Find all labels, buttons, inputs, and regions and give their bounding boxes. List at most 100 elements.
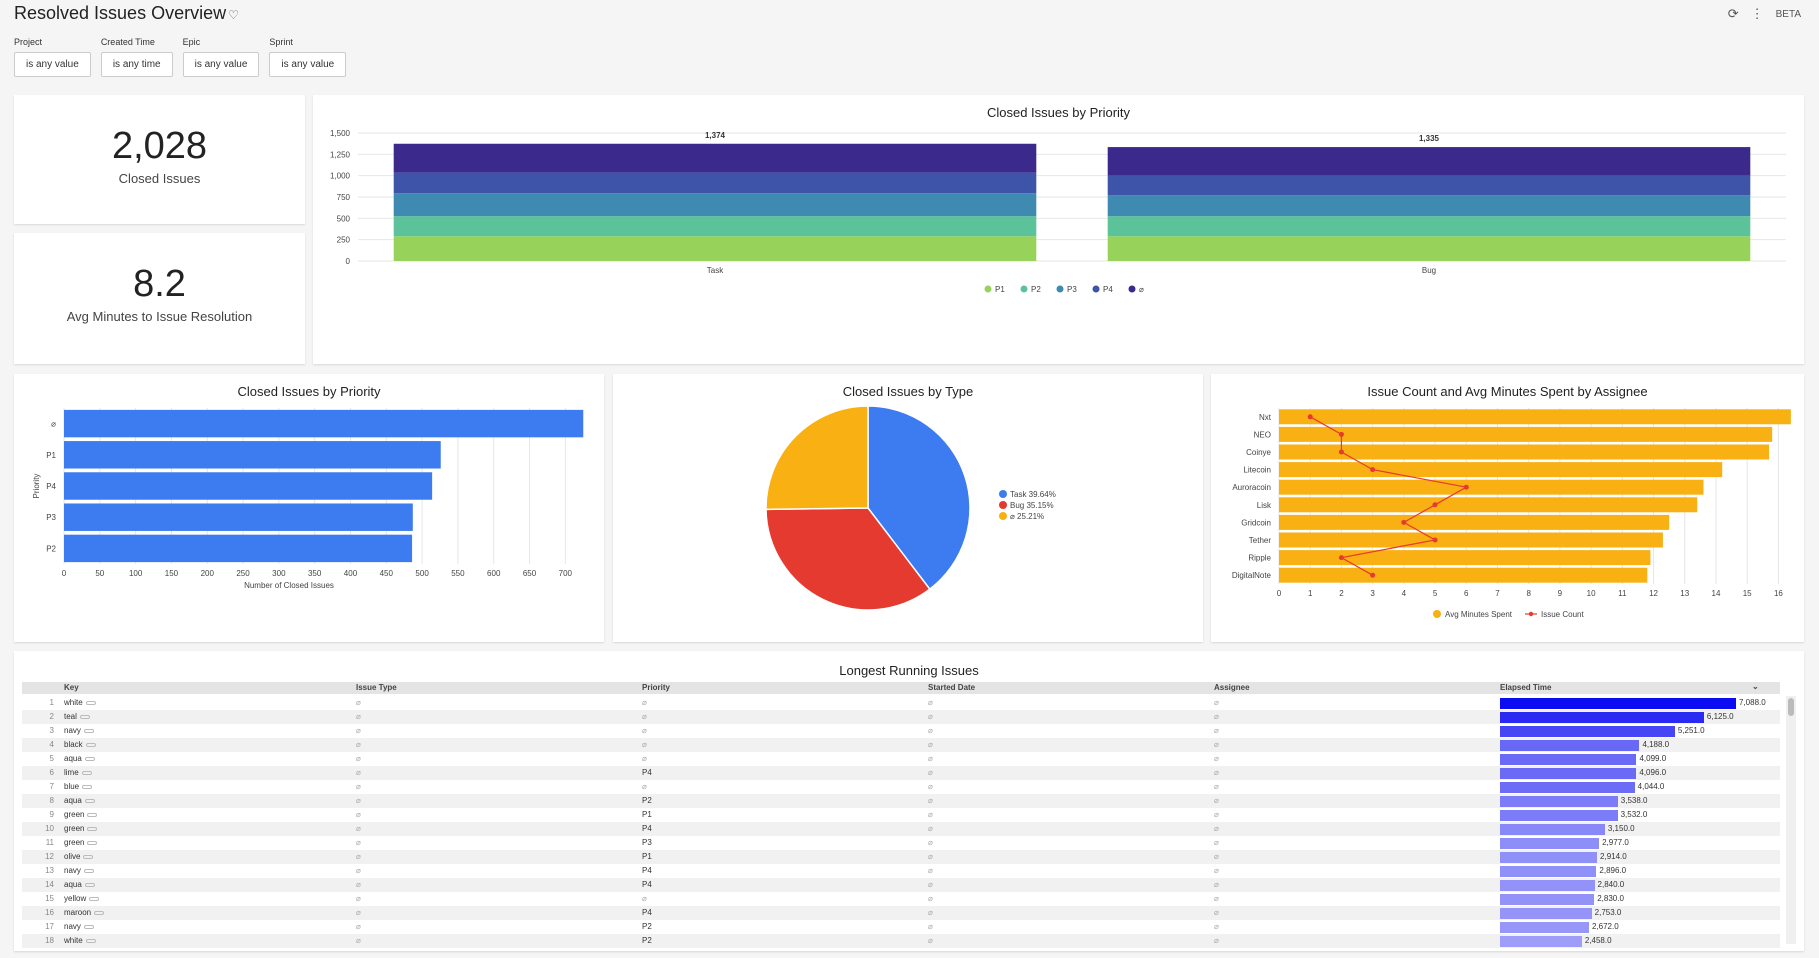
table-row[interactable]: 6 lime ⌀ P4 ⌀ ⌀ 4,096.0 — [22, 766, 1780, 780]
key-cell[interactable]: navy — [64, 922, 94, 931]
filter-epic-button[interactable]: is any value — [182, 52, 260, 77]
chart-title: Issue Count and Avg Minutes Spent by Ass… — [1367, 384, 1648, 399]
y-tick-label: 1,250 — [330, 150, 351, 159]
table-row[interactable]: 10 green ⌀ P4 ⌀ ⌀ 3,150.0 — [22, 822, 1780, 836]
key-cell[interactable]: white — [64, 936, 96, 945]
table-scrollbar[interactable] — [1786, 696, 1796, 944]
y-tick-label: Coinye — [1246, 448, 1271, 457]
started-date-cell: ⌀ — [928, 894, 933, 903]
elapsed-value: 2,458.0 — [1584, 936, 1612, 945]
col-assignee[interactable]: Assignee — [1214, 683, 1250, 692]
bar-segment-P3 — [1107, 195, 1751, 217]
priority-cell: ⌀ — [642, 740, 647, 749]
key-cell[interactable]: green — [64, 810, 98, 819]
key-cell[interactable]: teal — [64, 712, 90, 721]
key-cell[interactable]: navy — [64, 866, 94, 875]
y-tick-label: Ripple — [1248, 554, 1271, 563]
filter-created-time-button[interactable]: is any time — [100, 52, 173, 77]
table-row[interactable]: 5 aqua ⌀ ⌀ ⌀ ⌀ 4,099.0 — [22, 752, 1780, 766]
elapsed-bar — [1500, 712, 1704, 723]
assignee-chart-card: Issue Count and Avg Minutes Spent by Ass… — [1211, 374, 1804, 642]
table-header: Key Issue Type Priority Started Date Ass… — [22, 682, 1780, 694]
y-tick-label: 250 — [337, 236, 351, 245]
key-cell[interactable]: aqua — [64, 796, 95, 805]
table-row[interactable]: 14 aqua ⌀ P4 ⌀ ⌀ 2,840.0 — [22, 878, 1780, 892]
x-tick-label: 0 — [62, 569, 67, 578]
key-cell[interactable]: black — [64, 740, 96, 749]
x-tick-label: 6 — [1464, 589, 1469, 598]
col-priority[interactable]: Priority — [642, 683, 671, 692]
elapsed-value: 3,538.0 — [1620, 796, 1648, 805]
y-tick-label: 1,000 — [330, 172, 351, 181]
table-row[interactable]: 11 green ⌀ P3 ⌀ ⌀ 2,977.0 — [22, 836, 1780, 850]
legend-label: Task 39.64% — [1010, 490, 1056, 499]
x-tick-label: 650 — [523, 569, 537, 578]
assignee-cell: ⌀ — [1214, 754, 1219, 763]
col-key[interactable]: Key — [64, 683, 79, 692]
table-row[interactable]: 1 white ⌀ ⌀ ⌀ ⌀ 7,088.0 — [22, 696, 1780, 710]
x-tick-label: 250 — [236, 569, 250, 578]
table-row[interactable]: 13 navy ⌀ P4 ⌀ ⌀ 2,896.0 — [22, 864, 1780, 878]
table-row[interactable]: 16 maroon ⌀ P4 ⌀ ⌀ 2,753.0 — [22, 906, 1780, 920]
filter-sprint: Sprint is any value — [269, 37, 347, 77]
row-number: 8 — [49, 796, 54, 805]
scrollbar-thumb[interactable] — [1788, 698, 1794, 716]
x-tick-label: 16 — [1774, 589, 1783, 598]
avg-minutes-bar — [1279, 479, 1704, 495]
avg-minutes-bar — [1279, 514, 1670, 530]
key-cell[interactable]: aqua — [64, 880, 95, 889]
key-cell[interactable]: green — [64, 838, 98, 847]
started-date-cell: ⌀ — [928, 908, 933, 917]
issue-type-cell: ⌀ — [356, 754, 361, 763]
stacked-priority-chart-card: Closed Issues by Priority 0 250 500 750 1,00… — [313, 95, 1804, 364]
table-row[interactable]: 15 yellow ⌀ ⌀ ⌀ ⌀ 2,830.0 — [22, 892, 1780, 906]
key-cell[interactable]: aqua — [64, 754, 95, 763]
key-cell[interactable]: white — [64, 698, 96, 707]
key-cell[interactable]: navy — [64, 726, 94, 735]
table-row[interactable]: 7 blue ⌀ ⌀ ⌀ ⌀ 4,044.0 — [22, 780, 1780, 794]
table-row[interactable]: 8 aqua ⌀ P2 ⌀ ⌀ 3,538.0 — [22, 794, 1780, 808]
avg-minutes-bar — [1279, 497, 1698, 513]
key-cell[interactable]: yellow — [64, 894, 100, 903]
key-cell[interactable]: blue — [64, 782, 93, 791]
table-row[interactable]: 12 olive ⌀ P1 ⌀ ⌀ 2,914.0 — [22, 850, 1780, 864]
filter-sprint-button[interactable]: is any value — [269, 52, 347, 77]
heart-icon[interactable]: ♡ — [228, 8, 239, 22]
refresh-icon[interactable]: ⟳ — [1727, 6, 1739, 21]
filter-project-button[interactable]: is any value — [14, 52, 91, 77]
kpi-value: 8.2 — [133, 263, 186, 305]
col-started-date[interactable]: Started Date — [928, 683, 976, 692]
table-row[interactable]: 9 green ⌀ P1 ⌀ ⌀ 3,532.0 — [22, 808, 1780, 822]
priority-cell: ⌀ — [642, 754, 647, 763]
bar-segment-P4 — [393, 172, 1037, 194]
table-row[interactable]: 17 navy ⌀ P2 ⌀ ⌀ 2,672.0 — [22, 920, 1780, 934]
key-cell[interactable]: maroon — [64, 908, 105, 917]
assignee-cell: ⌀ — [1214, 866, 1219, 875]
x-tick-label: 8 — [1526, 589, 1531, 598]
issue-count-point — [1338, 449, 1344, 455]
col-issue-type[interactable]: Issue Type — [356, 683, 397, 692]
key-cell[interactable]: olive — [64, 852, 94, 861]
issue-type-cell: ⌀ — [356, 768, 361, 777]
key-cell[interactable]: green — [64, 824, 98, 833]
x-tick-label: 3 — [1370, 589, 1375, 598]
table-row[interactable]: 3 navy ⌀ ⌀ ⌀ ⌀ 5,251.0 — [22, 724, 1780, 738]
col-elapsed-time[interactable]: Elapsed Time — [1500, 683, 1552, 692]
issue-count-point — [1432, 502, 1438, 508]
priority-cell: ⌀ — [642, 782, 647, 791]
legend-label: P2 — [1031, 285, 1041, 294]
priority-bar — [64, 534, 413, 563]
started-date-cell: ⌀ — [928, 754, 933, 763]
key-cell[interactable]: lime — [64, 768, 92, 777]
table-row[interactable]: 18 white ⌀ P2 ⌀ ⌀ 2,458.0 — [22, 934, 1780, 948]
pie-chart: Task 39.64% Bug 35.15% ⌀ 25.21% — [765, 405, 1056, 611]
issue-type-cell: ⌀ — [356, 698, 361, 707]
table-row[interactable]: 4 black ⌀ ⌀ ⌀ ⌀ 4,188.0 — [22, 738, 1780, 752]
y-tick-label: 750 — [337, 193, 351, 202]
kpi-label: Avg Minutes to Issue Resolution — [66, 309, 253, 324]
tag-icon — [84, 756, 95, 761]
more-vertical-icon[interactable]: ⋮ — [1750, 6, 1764, 21]
table-row[interactable]: 2 teal ⌀ ⌀ ⌀ ⌀ 6,125.0 — [22, 710, 1780, 724]
stacked-bar-chart: 0 250 500 750 1,000 1,250 1,500 1,374 Task 1,335 B… — [330, 129, 1786, 294]
sort-chevron-icon[interactable]: ⌄ — [1752, 682, 1759, 691]
